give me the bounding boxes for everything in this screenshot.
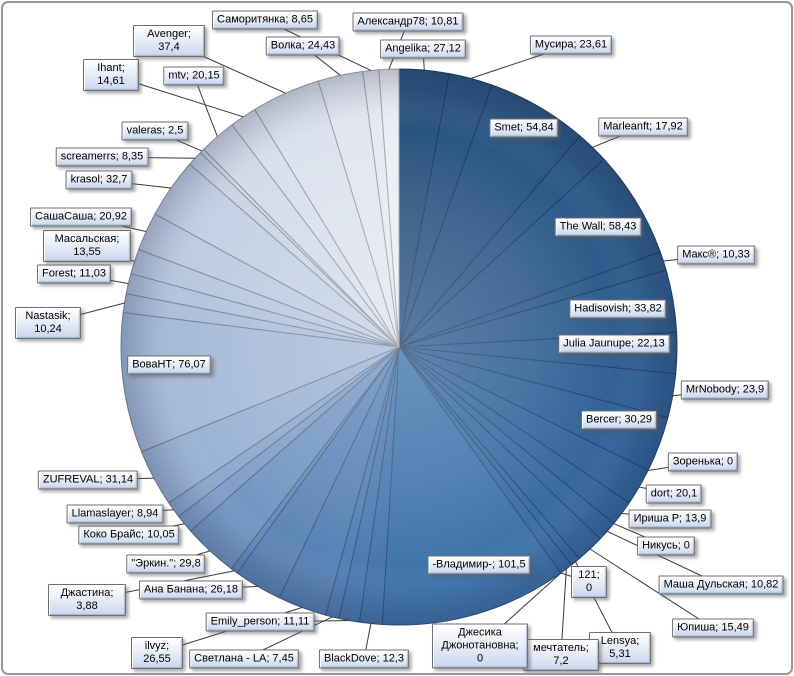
- data-label[interactable]: -Владимир-; 101,5: [427, 555, 531, 575]
- data-label[interactable]: Мусира; 23,61: [529, 35, 613, 55]
- data-label[interactable]: Макс®; 10,33: [677, 245, 755, 265]
- data-label[interactable]: Джесика Джонотановна; 0: [432, 623, 528, 669]
- leader-line: [589, 548, 714, 629]
- data-label[interactable]: Smet; 54,84: [489, 118, 559, 138]
- data-label[interactable]: dort; 20,1: [645, 484, 703, 504]
- data-label[interactable]: Юпиша; 15,49: [672, 618, 754, 638]
- data-label[interactable]: mtv; 20,15: [163, 66, 225, 86]
- pie-chart: [47, 19, 726, 660]
- data-label[interactable]: Саморитянка; 8,65: [212, 10, 318, 30]
- data-label[interactable]: Angelika; 27,12: [380, 39, 466, 59]
- data-label[interactable]: Светлана - LA; 7,45: [189, 649, 299, 669]
- leader-line: [193, 75, 218, 137]
- data-label[interactable]: valeras; 2,5: [121, 121, 189, 141]
- data-label[interactable]: Hadisovish; 33,82: [569, 299, 667, 319]
- data-label[interactable]: мечтатель; 7,2: [523, 639, 599, 671]
- data-label[interactable]: Julia Jaunupe; 22,13: [558, 334, 670, 354]
- data-label[interactable]: Никусь; 0: [637, 536, 695, 556]
- data-label[interactable]: Lensya; 5,31: [589, 632, 651, 664]
- data-label[interactable]: "Эркин."; 29,8: [126, 554, 206, 574]
- data-label[interactable]: 121; 0: [571, 566, 607, 598]
- data-label[interactable]: Forest; 11,03: [37, 264, 111, 284]
- data-label[interactable]: ZUFREVAL; 31,14: [37, 470, 139, 490]
- data-label[interactable]: Llamaslayer; 8,94: [66, 504, 164, 524]
- data-label[interactable]: Волка; 24,43: [265, 36, 341, 56]
- data-label[interactable]: Emily_person; 11,11: [205, 612, 315, 632]
- data-label[interactable]: Александр78; 10,81: [352, 12, 464, 32]
- data-label[interactable]: Джастина; 3,88: [48, 584, 126, 616]
- data-label[interactable]: Маша Дульская; 10,82: [658, 575, 784, 595]
- data-label[interactable]: Nastasik; 10,24: [15, 307, 81, 339]
- data-label[interactable]: MrNobody; 23,9: [680, 380, 770, 400]
- data-label[interactable]: Зоренька; 0: [667, 452, 739, 472]
- data-label[interactable]: ilvyz; 26,55: [131, 637, 183, 669]
- data-label[interactable]: СашаСаша; 20,92: [30, 207, 132, 227]
- data-label[interactable]: The Wall; 58,43: [554, 217, 642, 237]
- data-label[interactable]: Ириша Р; 13,9: [628, 509, 712, 529]
- data-label[interactable]: Bercer; 30,29: [580, 410, 658, 430]
- data-label[interactable]: krasol; 32,7: [65, 170, 133, 190]
- data-label[interactable]: Коко Брайс; 10,05: [78, 525, 180, 545]
- data-label[interactable]: Ана Банана; 26,18: [139, 580, 243, 600]
- data-label[interactable]: Avenger; 37,4: [133, 25, 205, 57]
- data-label[interactable]: Ihant; 14,61: [83, 59, 139, 91]
- data-label[interactable]: BlackDove; 12,3: [318, 649, 410, 669]
- data-label[interactable]: Marleanft; 17,92: [598, 117, 688, 137]
- data-label[interactable]: screamerrs; 8,35: [55, 147, 149, 167]
- data-label[interactable]: Масальская; 13,55: [43, 230, 131, 262]
- data-label[interactable]: ВоваНТ; 76,07: [127, 355, 211, 375]
